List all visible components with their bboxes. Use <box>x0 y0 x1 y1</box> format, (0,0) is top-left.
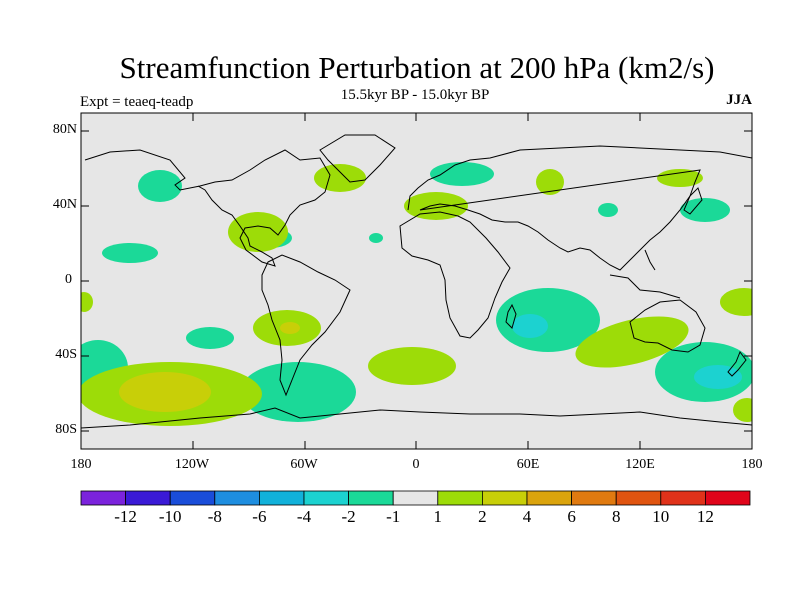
lat-label-40s: 40S <box>55 347 77 362</box>
colorbar-label: 10 <box>652 507 670 526</box>
colorbar-swatch <box>169 490 216 506</box>
contour-region <box>102 243 158 263</box>
colorbar-label: -6 <box>252 507 267 526</box>
colorbar-label: -10 <box>158 507 182 526</box>
coastline-australia <box>629 299 706 353</box>
contour-region <box>228 212 288 252</box>
lat-label-80n: 80N <box>52 122 77 137</box>
colorbar-label: 6 <box>567 507 576 526</box>
contour-region <box>138 170 182 202</box>
contour-region <box>186 327 234 349</box>
coastline-japan <box>683 187 703 215</box>
contour-region <box>680 198 730 222</box>
colorbar-label: 2 <box>478 507 487 526</box>
colorbar-swatch <box>125 490 171 506</box>
colorbar-swatch <box>80 490 126 506</box>
contour-region <box>240 362 356 422</box>
coastlines <box>81 134 752 429</box>
coastline-africa <box>399 211 511 339</box>
experiment-label: Expt = teaeq-teadp <box>80 94 194 110</box>
colorbar-swatch <box>392 490 439 506</box>
colorbar-swatch <box>705 490 751 506</box>
lat-label-40n: 40N <box>52 197 77 212</box>
colorbar-label: -8 <box>207 507 222 526</box>
contour-region <box>536 169 564 195</box>
coastline-madagascar <box>505 303 517 329</box>
colorbar-swatch <box>303 490 349 506</box>
axis-ticks <box>81 113 752 449</box>
colorbar-swatch <box>615 490 662 506</box>
colorbar-label: 8 <box>611 507 621 526</box>
colorbar-swatch <box>526 490 572 506</box>
plot-subtitle: 15.5kyr BP - 15.0kyr BP <box>340 87 490 103</box>
colorbar-swatch <box>481 490 528 506</box>
plot-title: Streamfunction Perturbation at 200 hPa (… <box>119 50 715 85</box>
season-label: JJA <box>726 92 752 108</box>
contour-region <box>81 292 93 312</box>
colorbar-label: 4 <box>522 507 532 526</box>
contour-region <box>598 203 618 217</box>
colorbar-swatch <box>571 490 617 506</box>
contour-region <box>733 398 752 422</box>
colorbar-swatch <box>258 490 305 506</box>
contour-region <box>694 365 742 389</box>
colorbar-label: -12 <box>114 507 137 526</box>
colorbar <box>80 490 751 506</box>
colorbar-swatch <box>214 490 260 506</box>
contour-region <box>404 192 468 220</box>
coastline-new-zealand <box>727 350 747 377</box>
lon-label-120e: 120E <box>625 457 655 472</box>
contour-region <box>512 314 548 338</box>
colorbar-swatch <box>348 490 394 506</box>
coastline-eurasia <box>407 145 752 271</box>
contour-region <box>368 347 456 385</box>
lon-label-120w: 120W <box>174 457 210 472</box>
contour-region <box>369 233 383 243</box>
contour-fills <box>81 162 752 426</box>
lat-label-0: 0 <box>65 272 72 287</box>
coastline-indonesia <box>609 249 681 299</box>
colorbar-swatch <box>437 490 483 506</box>
contour-region <box>657 169 703 187</box>
contour-region <box>119 372 211 412</box>
lon-label-180w: 180 <box>70 457 92 472</box>
coastline-north-america <box>84 149 331 267</box>
coastline-greenland <box>319 134 396 183</box>
colorbar-label: -4 <box>296 507 312 526</box>
lon-label-60e: 60E <box>516 457 540 472</box>
contour-region <box>280 322 300 334</box>
lon-label-0: 0 <box>412 457 420 472</box>
contour-region <box>720 288 752 316</box>
contour-region <box>430 162 494 186</box>
contour-region <box>575 316 689 368</box>
lon-label-60w: 60W <box>290 457 318 472</box>
coastline-antarctica <box>81 407 752 429</box>
coastline-south-america <box>261 254 351 397</box>
contour-region <box>314 164 366 192</box>
colorbar-label: -1 <box>386 507 401 526</box>
colorbar-label: -2 <box>341 507 356 526</box>
colorbar-label: 1 <box>433 507 443 526</box>
colorbar-swatch <box>660 490 706 506</box>
lat-label-80s: 80S <box>55 422 77 437</box>
colorbar-label: 12 <box>696 507 714 526</box>
lon-label-180e: 180 <box>741 457 763 472</box>
